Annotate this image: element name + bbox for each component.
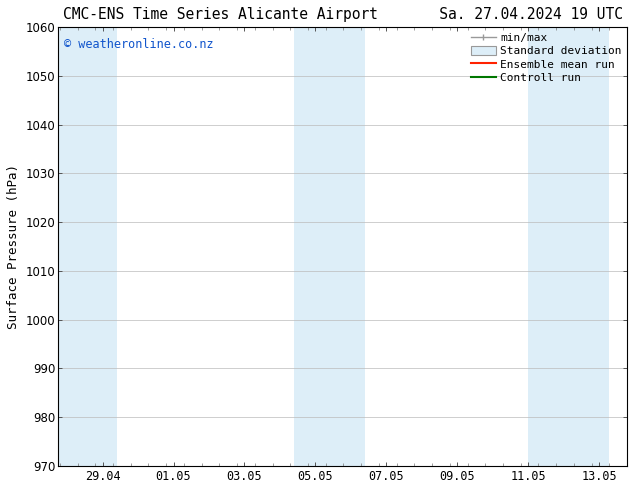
Bar (58, 27, 117, 466)
Bar (294, 27, 365, 466)
Y-axis label: Surface Pressure (hPa): Surface Pressure (hPa) (7, 164, 20, 329)
Title: CMC-ENS Time Series Alicante Airport       Sa. 27.04.2024 19 UTC: CMC-ENS Time Series Alicante Airport Sa.… (63, 7, 623, 22)
Legend: min/max, Standard deviation, Ensemble mean run, Controll run: min/max, Standard deviation, Ensemble me… (469, 30, 624, 85)
Bar (527, 27, 609, 466)
Text: © weatheronline.co.nz: © weatheronline.co.nz (64, 38, 214, 51)
